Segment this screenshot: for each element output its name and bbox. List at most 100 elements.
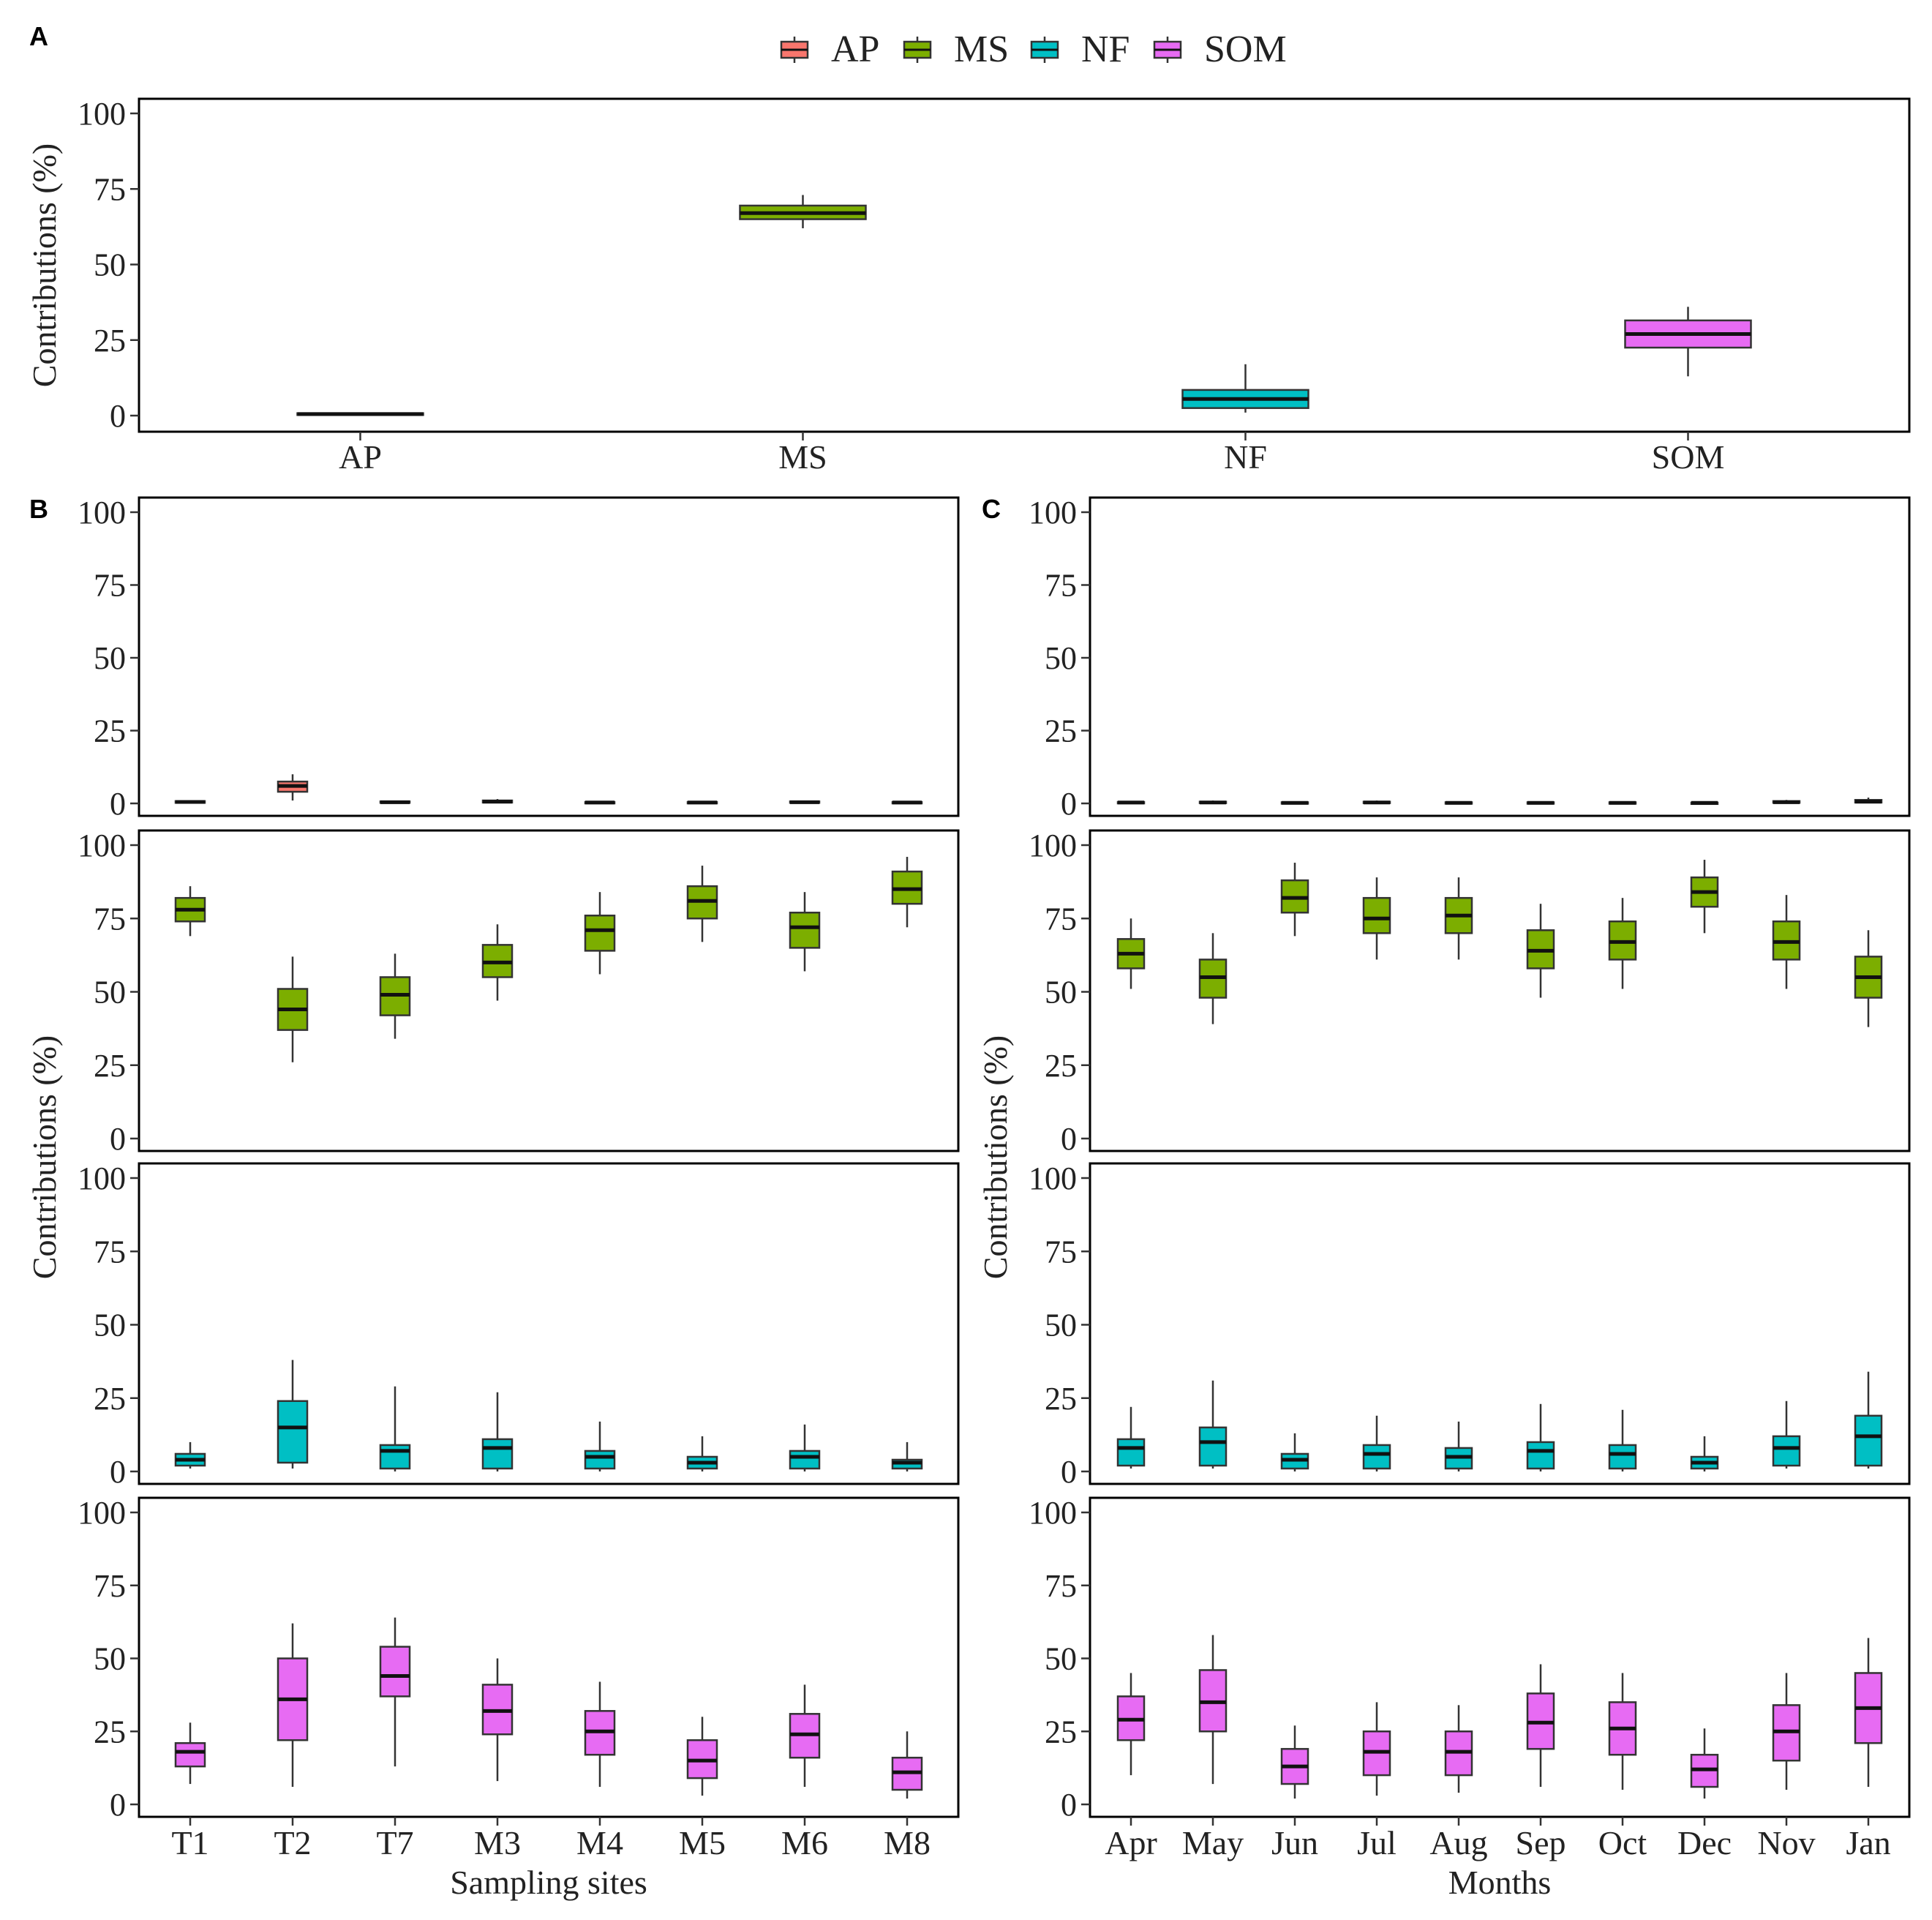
panel-c-nf-jan-box [1854, 1414, 1883, 1467]
panel-c-ms-jul-box [1362, 896, 1391, 934]
panel-c-x-axis-label: Months [1448, 1864, 1552, 1901]
panel-b-facet-ap-ytick-label: 50 [94, 640, 126, 676]
panel-c-facet-ap-ytick-label: 100 [1029, 495, 1077, 530]
panel-b-facet-nf-ytick-label: 50 [94, 1308, 126, 1343]
panel-c-facet-som-ytick-label: 25 [1045, 1714, 1077, 1750]
panel-a-ytick-label: 25 [94, 323, 126, 359]
panel-a-xtick-label: NF [1224, 438, 1267, 476]
panel-b-facet-som-ytick-label: 0 [110, 1787, 126, 1823]
panel-b-x-axis-label: Sampling sites [450, 1864, 647, 1901]
panel-c-facet-ms-ytick-label: 75 [1045, 901, 1077, 937]
panel-c-facet-nf-ytick-label: 100 [1029, 1160, 1077, 1196]
panel-b-facet-nf-ytick-label: 0 [110, 1454, 126, 1490]
panel-b-facet-ms-frame [138, 829, 960, 1152]
panel-b-facet-som-ytick-label: 25 [94, 1714, 126, 1750]
panel-b-som-t1-box [174, 1741, 206, 1768]
panel-c-xtick-label: Jan [1846, 1824, 1890, 1861]
panel-b-xtick-label: M8 [884, 1824, 931, 1861]
panel-label-a: A [29, 21, 48, 51]
panel-b-xtick-label: T7 [376, 1824, 413, 1861]
panel-c-facet-ap-ytick-label: 75 [1045, 568, 1077, 604]
panel-b-facet-ms-ytick-label: 75 [94, 901, 126, 937]
panel-b-facet-ms-ytick-label: 50 [94, 975, 126, 1010]
panel-a-xtick-label: AP [339, 438, 382, 476]
panel-b-facet-som-ytick-label: 100 [78, 1495, 126, 1531]
panel-c-xtick-label: May [1182, 1824, 1244, 1861]
panel-b-xtick-label: M6 [781, 1824, 828, 1861]
panel-c-facet-som-ytick-label: 0 [1061, 1787, 1077, 1823]
panel-b-nf-t7-box [379, 1444, 411, 1470]
panel-c-facet-som-ytick-label: 100 [1029, 1495, 1077, 1531]
panel-a-y-axis-label: Contributions (%) [26, 143, 63, 387]
panel-c-nf-jul-box [1362, 1444, 1391, 1470]
panel-b-nf-m4-box [584, 1450, 616, 1470]
panel-b-y-axis-label: Contributions (%) [26, 1035, 63, 1279]
panel-c-xtick-label: Jul [1357, 1824, 1397, 1861]
legend-label-nf: NF [1081, 29, 1129, 70]
panel-b-nf-m6-box [789, 1450, 821, 1470]
panel-b-facet-ap-ytick-label: 100 [78, 495, 126, 530]
panel-b-som-t7-box [379, 1646, 411, 1698]
panel-a-ytick-label: 0 [110, 398, 126, 434]
panel-b-nf-m3-box [481, 1438, 514, 1470]
panel-b-facet-nf-ytick-label: 75 [94, 1234, 126, 1270]
panel-c-facet-nf-ytick-label: 25 [1045, 1381, 1077, 1417]
panel-c-xtick-label: Dec [1677, 1824, 1732, 1861]
panel-b-ms-m4-box [584, 914, 616, 952]
legend-label-ap: AP [831, 29, 879, 70]
panel-a-ytick-label: 100 [78, 96, 126, 132]
panel-b-facet-ap-frame [138, 496, 960, 817]
panel-b-xtick-label: M4 [576, 1824, 623, 1861]
panel-c-xtick-label: Jun [1271, 1824, 1318, 1861]
panel-c-xtick-label: Sep [1516, 1824, 1566, 1861]
panel-c-xtick-label: Nov [1757, 1824, 1815, 1861]
panel-b-ms-m6-box [789, 911, 821, 949]
panel-b-facet-nf-ytick-label: 100 [78, 1160, 126, 1196]
panel-c-facet-ap-ytick-label: 25 [1045, 713, 1077, 749]
panel-c-nf-sep-box [1526, 1441, 1555, 1470]
panel-c-facet-nf-ytick-label: 75 [1045, 1234, 1077, 1270]
panel-c-facet-ms-frame [1089, 829, 1911, 1152]
panel-a-xtick-label: SOM [1652, 438, 1725, 476]
panel-c-facet-ap-ytick-label: 50 [1045, 640, 1077, 676]
panel-c-facet-ms-ytick-label: 0 [1061, 1121, 1077, 1157]
panel-b-facet-ms-ytick-label: 100 [78, 828, 126, 863]
panel-b-xtick-label: M3 [474, 1824, 521, 1861]
panel-a-ytick-label: 50 [94, 247, 126, 283]
panel-b-facet-som-frame [138, 1496, 960, 1818]
panel-c-facet-ms-ytick-label: 100 [1029, 828, 1077, 863]
panel-c-facet-nf-ytick-label: 50 [1045, 1308, 1077, 1343]
panel-c-facet-ap-ytick-label: 0 [1061, 786, 1077, 822]
panel-c-facet-ap-frame [1089, 496, 1911, 817]
panel-c-xtick-label: Apr [1105, 1824, 1157, 1861]
panel-b-facet-som-ytick-label: 50 [94, 1641, 126, 1677]
panel-label-b: B [29, 494, 48, 524]
panel-b-facet-ap-ytick-label: 75 [94, 568, 126, 604]
panel-b-facet-ms-ytick-label: 25 [94, 1048, 126, 1084]
panel-c-facet-som-ytick-label: 75 [1045, 1568, 1077, 1604]
panel-c-facet-ms-ytick-label: 25 [1045, 1048, 1077, 1084]
panel-c-facet-som-ytick-label: 50 [1045, 1641, 1077, 1677]
panel-c-xtick-label: Oct [1598, 1824, 1647, 1861]
panel-c-facet-nf-frame [1089, 1162, 1911, 1485]
legend-label-ms: MS [954, 29, 1009, 70]
panel-a-frame [138, 97, 1911, 433]
panel-b-xtick-label: T2 [274, 1824, 311, 1861]
panel-c-facet-ms-ytick-label: 50 [1045, 975, 1077, 1010]
legend-label-som: SOM [1204, 29, 1287, 70]
panel-a-ytick-label: 75 [94, 171, 126, 207]
panel-c-nf-may-box [1198, 1426, 1228, 1467]
panel-label-c: C [982, 494, 1001, 524]
panel-b-facet-ap-ytick-label: 25 [94, 713, 126, 749]
panel-c-nf-apr-box [1116, 1438, 1146, 1467]
panel-b-facet-nf-frame [138, 1162, 960, 1485]
panel-c-y-axis-label: Contributions (%) [977, 1035, 1014, 1279]
panel-c-nf-oct-box [1608, 1444, 1637, 1470]
panel-b-facet-som-ytick-label: 75 [94, 1568, 126, 1604]
panel-b-facet-ap-ytick-label: 0 [110, 786, 126, 822]
panel-a-xtick-label: MS [778, 438, 827, 476]
panel-b-nf-t2-box [277, 1400, 309, 1464]
panel-c-facet-nf-ytick-label: 0 [1061, 1454, 1077, 1490]
panel-c-xtick-label: Aug [1429, 1824, 1487, 1861]
